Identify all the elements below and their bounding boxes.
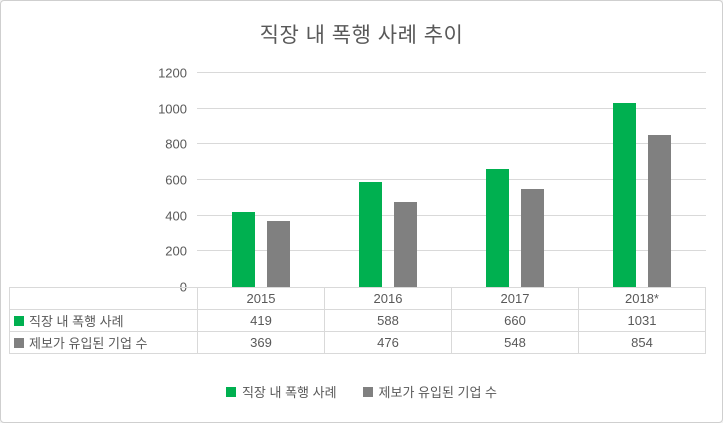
bar-series-0-2016 [358,182,382,287]
gridline [197,143,706,145]
table-header-cell: 2016 [324,287,452,310]
legend-item: 제보가 유입된 기업 수 [362,382,498,401]
y-axis-tick-label: 1200 [158,65,187,81]
chart-legend: 직장 내 폭행 사례 제보가 유입된 기업 수 [1,382,722,401]
bar-series-0-2017 [486,169,510,287]
y-axis-tick-label: 1000 [158,101,187,117]
legend-label: 제보가 유입된 기업 수 [378,385,498,400]
table-value-cell: 476 [324,331,452,354]
bar-series-1-2015 [266,221,290,287]
y-axis-tick-label: 200 [165,243,187,259]
y-axis-tick-label: 800 [165,136,187,152]
legend-swatch-icon [362,386,373,397]
bar-group-2017 [452,73,579,287]
table-value-cell: 548 [451,331,579,354]
bar-series-0-2015 [231,212,255,287]
legend-swatch-icon [225,386,236,397]
legend-item: 직장 내 폭행 사례 [225,382,337,401]
gridline [197,72,706,73]
table-value-cell: 369 [197,331,325,354]
chart-data-table: 2015 2016 2017 2018* 직장 내 폭행 사례 419 588 660 1031… [9,287,706,354]
table-row: 제보가 유입된 기업 수 369 476 548 854 [9,331,706,354]
gridline [197,250,706,252]
bar-series-1-2018* [648,134,672,287]
table-row-label: 직장 내 폭행 사례 [9,309,198,332]
table-value-cell: 854 [578,331,706,354]
table-row-label: 제보가 유입된 기업 수 [9,331,198,354]
series-name: 직장 내 폭행 사례 [29,314,124,329]
bar-group-2016 [324,73,451,287]
table-value-cell: 588 [324,309,452,332]
table-value-cell: 419 [197,309,325,332]
bar-series-1-2016 [393,202,417,287]
y-axis: 0 200 400 600 800 1000 1200 [131,66,187,295]
legend-label: 직장 내 폭행 사례 [241,385,337,400]
table-header-cell: 2018* [578,287,706,310]
series-name: 제보가 유입된 기업 수 [29,336,148,351]
table-corner-cell [9,287,198,310]
bar-series-0-2018* [613,103,637,287]
table-header-row: 2015 2016 2017 2018* [9,287,706,310]
table-value-cell: 1031 [578,309,706,332]
bar-series-1-2017 [521,189,545,287]
table-row: 직장 내 폭행 사례 419 588 660 1031 [9,309,706,332]
series-swatch-icon [14,337,24,348]
bar-groups [197,73,706,287]
plot-area [197,72,706,287]
table-header-cell: 2017 [451,287,579,310]
gridline [197,179,706,180]
gridline [197,107,706,109]
bar-group-2015 [197,73,324,287]
y-axis-tick-label: 400 [165,208,187,224]
chart-title: 직장 내 폭행 사례 추이 [259,24,464,47]
gridline [197,214,706,216]
table-value-cell: 660 [451,309,579,332]
series-swatch-icon [14,315,24,326]
bar-group-2018* [579,73,706,287]
table-header-cell: 2015 [197,287,325,310]
y-axis-tick-label: 600 [165,172,187,188]
